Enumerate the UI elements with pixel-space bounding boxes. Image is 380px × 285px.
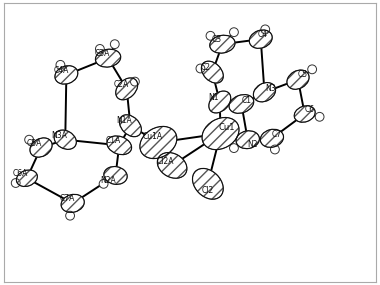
Text: C3A: C3A bbox=[95, 49, 110, 58]
Ellipse shape bbox=[202, 117, 239, 150]
Text: N1: N1 bbox=[208, 93, 218, 102]
Ellipse shape bbox=[104, 166, 127, 184]
Ellipse shape bbox=[107, 136, 131, 155]
Ellipse shape bbox=[25, 135, 33, 144]
Ellipse shape bbox=[261, 25, 270, 34]
Text: C7: C7 bbox=[271, 130, 282, 139]
Text: N2A: N2A bbox=[100, 176, 116, 185]
Text: C1: C1 bbox=[242, 95, 252, 105]
Ellipse shape bbox=[110, 40, 119, 49]
Text: C2: C2 bbox=[201, 63, 211, 72]
Ellipse shape bbox=[99, 180, 108, 188]
Ellipse shape bbox=[253, 83, 276, 102]
Ellipse shape bbox=[315, 112, 324, 121]
Ellipse shape bbox=[61, 194, 84, 212]
Ellipse shape bbox=[260, 129, 283, 147]
Text: Cl2A: Cl2A bbox=[157, 157, 174, 166]
Text: N2: N2 bbox=[247, 140, 258, 149]
Ellipse shape bbox=[287, 70, 309, 89]
Text: C6A: C6A bbox=[13, 169, 28, 178]
Text: C1A: C1A bbox=[106, 136, 121, 145]
Ellipse shape bbox=[230, 28, 238, 36]
Text: Cl2: Cl2 bbox=[202, 186, 214, 195]
Ellipse shape bbox=[56, 60, 65, 69]
Text: N3: N3 bbox=[265, 84, 275, 93]
Text: C2A: C2A bbox=[114, 80, 129, 89]
Ellipse shape bbox=[236, 131, 260, 149]
Text: C7A: C7A bbox=[59, 194, 75, 203]
Ellipse shape bbox=[95, 44, 104, 53]
Ellipse shape bbox=[11, 179, 20, 188]
Ellipse shape bbox=[206, 31, 215, 40]
Text: C4A: C4A bbox=[54, 66, 69, 75]
Ellipse shape bbox=[95, 49, 121, 67]
Text: C5: C5 bbox=[298, 70, 307, 80]
Ellipse shape bbox=[201, 61, 223, 83]
Ellipse shape bbox=[16, 170, 37, 186]
Ellipse shape bbox=[116, 78, 138, 100]
Ellipse shape bbox=[54, 130, 76, 149]
Ellipse shape bbox=[229, 95, 254, 113]
Text: C6: C6 bbox=[305, 105, 315, 114]
Ellipse shape bbox=[193, 168, 223, 199]
Ellipse shape bbox=[271, 145, 279, 154]
Text: C3: C3 bbox=[212, 35, 222, 44]
Ellipse shape bbox=[249, 30, 272, 48]
Ellipse shape bbox=[230, 144, 238, 152]
Text: Cu1A: Cu1A bbox=[143, 132, 163, 141]
Ellipse shape bbox=[66, 211, 74, 220]
Ellipse shape bbox=[157, 152, 187, 178]
Ellipse shape bbox=[130, 77, 139, 86]
Ellipse shape bbox=[30, 138, 52, 157]
Ellipse shape bbox=[55, 66, 78, 84]
Text: N1A: N1A bbox=[116, 116, 131, 125]
Text: C5A: C5A bbox=[27, 139, 42, 148]
Ellipse shape bbox=[196, 64, 205, 73]
Ellipse shape bbox=[209, 91, 231, 113]
Ellipse shape bbox=[294, 106, 315, 122]
Text: N3A: N3A bbox=[51, 131, 67, 140]
Text: Cu1: Cu1 bbox=[218, 123, 235, 133]
Ellipse shape bbox=[140, 127, 177, 158]
Text: C4: C4 bbox=[258, 30, 268, 39]
Ellipse shape bbox=[308, 65, 317, 74]
Ellipse shape bbox=[119, 115, 141, 137]
Ellipse shape bbox=[210, 35, 235, 53]
